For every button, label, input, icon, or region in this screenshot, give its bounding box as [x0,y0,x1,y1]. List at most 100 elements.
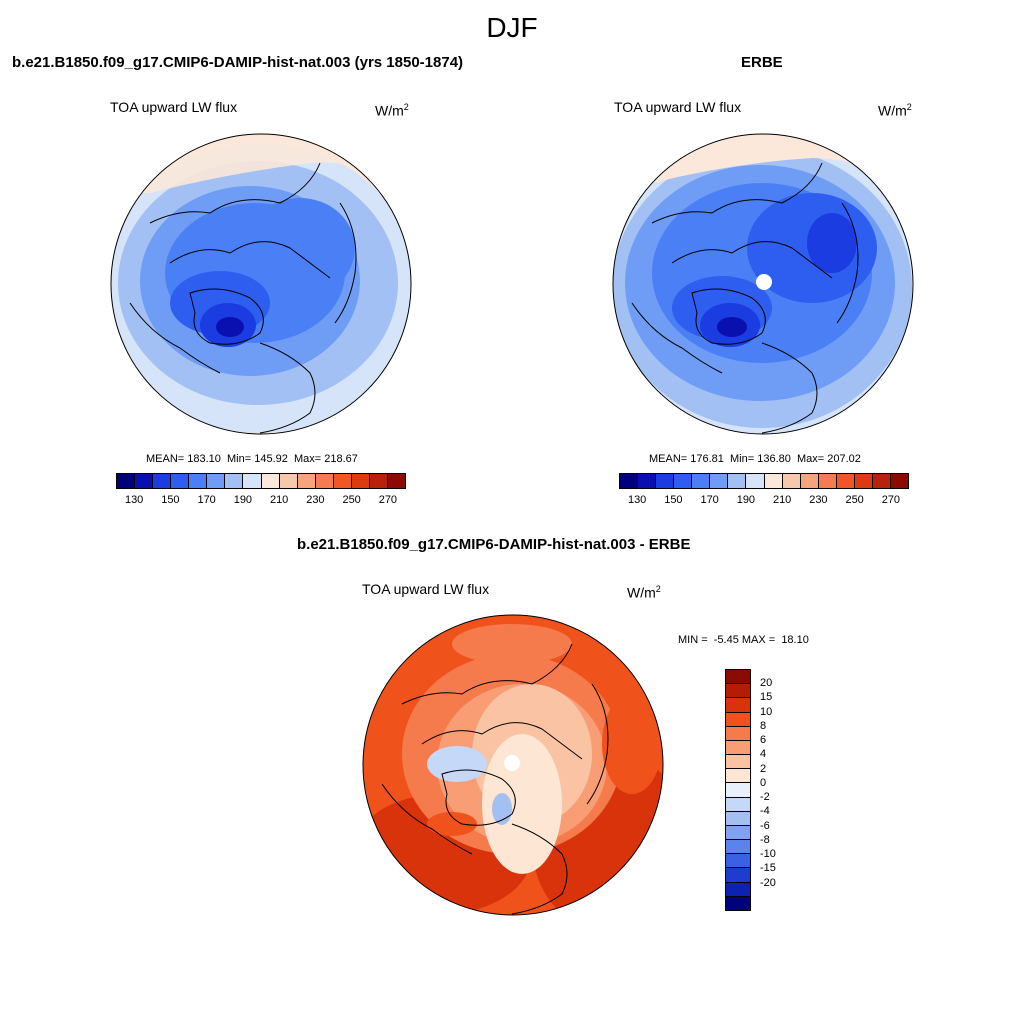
colorbar-swatch [872,474,891,488]
colorbar-swatch [674,474,693,488]
colorbar-tick-label: 130 [627,494,647,506]
colorbar-swatch [726,868,750,883]
colorbar-swatch [387,474,405,488]
obs-polar-map [612,133,914,435]
colorbar-tick-label: 4 [760,748,767,761]
figure-title: DJF [486,12,538,43]
colorbar-tick-label: 15 [760,691,773,704]
colorbar-swatch [726,712,750,727]
colorbar-swatch [726,797,750,812]
colorbar-tick-label: 2 [760,762,767,775]
colorbar-swatch [818,474,837,488]
colorbar-swatch [726,755,750,770]
colorbar-tick-label: 210 [269,494,289,506]
model-panel-title: b.e21.B1850.f09_g17.CMIP6-DAMIP-hist-nat… [12,54,464,71]
model-colorbar [116,473,406,489]
colorbar-swatch [225,474,244,488]
colorbar-tick-label: 230 [809,494,828,506]
colorbar-swatch [782,474,801,488]
colorbar-tick-label: -8 [760,833,770,846]
colorbar-swatch [297,474,316,488]
colorbar-tick-label: 150 [161,494,180,506]
colorbar-tick-label: 0 [760,776,767,789]
model-polar-map [110,133,412,435]
colorbar-swatch [351,474,370,488]
model-variable-label: TOA upward LW flux [110,99,238,115]
model-stats: MEAN= 183.10 Min= 145.92 Max= 218.67 [146,453,358,465]
colorbar-swatch [171,474,190,488]
colorbar-tick-label: 250 [342,494,361,506]
colorbar-swatch [726,740,750,756]
colorbar-swatch [726,698,750,713]
colorbar-tick-label: -10 [760,848,776,861]
colorbar-swatch [638,474,657,488]
colorbar-swatch [726,840,750,855]
model-units-label: W/m2 [375,102,409,119]
colorbar-tick-label: -20 [760,876,776,889]
colorbar-swatch [369,474,388,488]
colorbar-swatch [890,474,908,488]
colorbar-tick-label: 210 [772,494,792,506]
diff-colorbar [725,669,751,911]
colorbar-swatch [764,474,783,488]
colorbar-swatch [207,474,226,488]
colorbar-tick-label: 170 [700,494,719,506]
colorbar-swatch [726,811,750,826]
obs-variable-label: TOA upward LW flux [614,99,742,115]
colorbar-swatch [333,474,352,488]
colorbar-swatch [836,474,855,488]
diff-panel-title: b.e21.B1850.f09_g17.CMIP6-DAMIP-hist-nat… [297,536,691,553]
colorbar-swatch [726,670,750,685]
colorbar-tick-label: -2 [760,791,770,804]
obs-units-label: W/m2 [878,102,912,119]
colorbar-tick-label: -15 [760,862,776,875]
colorbar-swatch [117,474,136,488]
colorbar-tick-label: 10 [760,705,773,718]
colorbar-tick-label: 130 [124,494,144,506]
colorbar-tick-label: 270 [881,494,901,506]
colorbar-swatch [726,882,750,897]
colorbar-swatch [153,474,172,488]
diff-units-label: W/m2 [627,584,661,601]
colorbar-tick-label: -4 [760,805,770,818]
colorbar-swatch [692,474,711,488]
diff-polar-map [362,614,664,916]
colorbar-swatch [135,474,154,488]
colorbar-tick-label: 170 [197,494,216,506]
colorbar-swatch [726,783,750,798]
colorbar-swatch [261,474,280,488]
diff-colorbar-ticks: 20 15 10 8 6 4 2 0 -2 -4 -6 -8 -10 -15 -20 [760,669,800,911]
colorbar-swatch [728,474,747,488]
diff-variable-label: TOA upward LW flux [362,581,490,597]
colorbar-swatch [726,769,750,784]
colorbar-swatch [726,896,750,910]
colorbar-swatch [189,474,208,488]
obs-colorbar [619,473,909,489]
colorbar-swatch [710,474,729,488]
obs-colorbar-ticks: 130 150 170 190 210 230 250 270 [619,494,909,508]
colorbar-tick-label: 150 [664,494,683,506]
diff-stats: MIN = -5.45 MAX = 18.10 [678,634,809,646]
colorbar-swatch [726,854,750,869]
colorbar-swatch [243,474,262,488]
colorbar-swatch [279,474,298,488]
colorbar-tick-label: 190 [736,494,756,506]
obs-stats: MEAN= 176.81 Min= 136.80 Max= 207.02 [649,453,861,465]
colorbar-swatch [800,474,819,488]
colorbar-swatch [620,474,639,488]
colorbar-tick-label: 250 [845,494,864,506]
colorbar-swatch [726,726,750,741]
colorbar-tick-label: 8 [760,719,767,732]
colorbar-swatch [656,474,675,488]
colorbar-tick-label: -6 [760,819,770,832]
model-colorbar-ticks: 130 150 170 190 210 230 250 270 [116,494,406,508]
colorbar-swatch [746,474,765,488]
colorbar-tick-label: 230 [306,494,325,506]
colorbar-swatch [854,474,873,488]
colorbar-swatch [315,474,334,488]
obs-panel-title: ERBE [741,54,783,71]
colorbar-swatch [726,825,750,841]
colorbar-tick-label: 190 [233,494,253,506]
colorbar-tick-label: 6 [760,734,767,747]
colorbar-swatch [726,684,750,699]
